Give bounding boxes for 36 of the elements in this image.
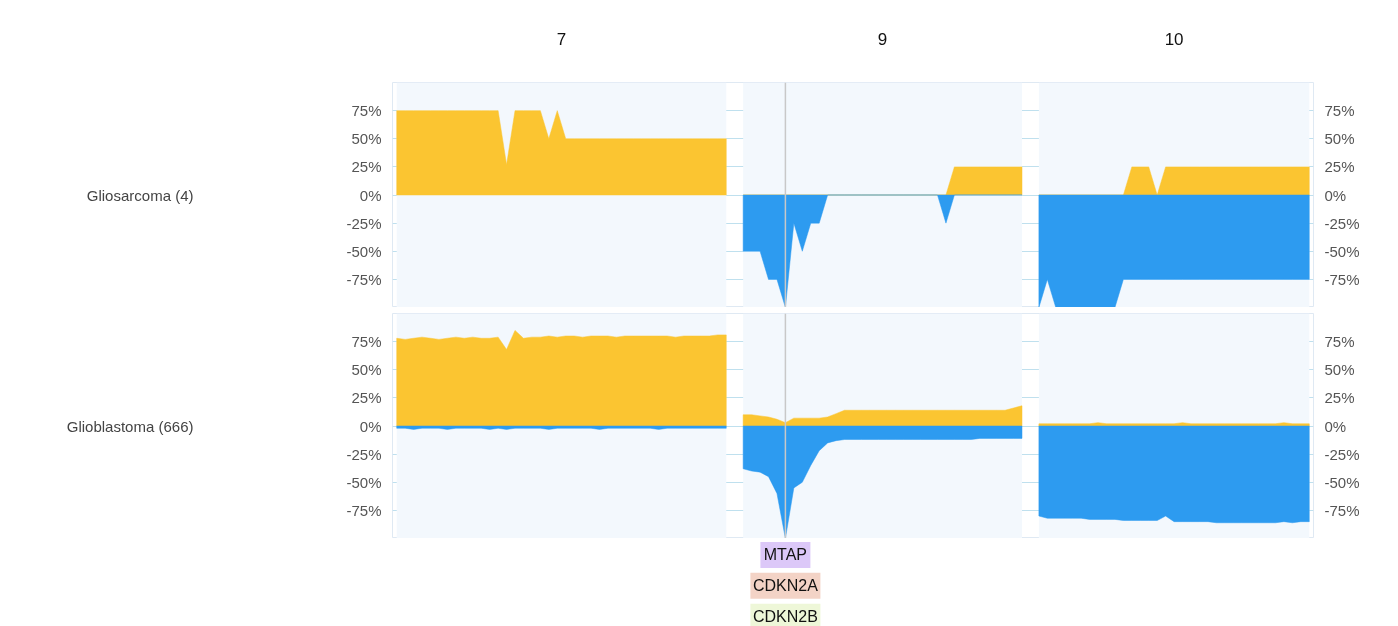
y-tick-label: 75%: [351, 333, 382, 351]
y2-tick-label: 75%: [1324, 102, 1355, 120]
y-tick-label: 25%: [351, 389, 382, 407]
y-tick-label: 75%: [351, 102, 382, 120]
y-tick-label: 25%: [351, 158, 382, 176]
text: MTAP: [763, 546, 808, 564]
y2-tick-label: -75%: [1324, 501, 1360, 519]
y-tick-label: 50%: [351, 361, 382, 379]
y-tick-label: 50%: [351, 130, 382, 148]
y-tick-label: -50%: [346, 242, 382, 260]
y-axis-title: Glioblastoma (666): [66, 417, 194, 435]
y-axis-title: Gliosarcoma (4): [86, 186, 194, 204]
y-tick-label: -25%: [346, 214, 382, 232]
y-tick-label: 0%: [359, 186, 382, 204]
y2-tick-label: 50%: [1324, 361, 1355, 379]
y2-tick-label: -25%: [1324, 445, 1360, 463]
text: 7: [556, 29, 567, 49]
y2-tick-label: -50%: [1324, 473, 1360, 491]
text: CDKN2A: [752, 577, 819, 595]
y2-tick-label: 75%: [1324, 333, 1355, 351]
y-tick-label: -75%: [346, 501, 382, 519]
y2-tick-label: 25%: [1324, 389, 1355, 407]
y2-tick-label: 50%: [1324, 130, 1355, 148]
y-tick-label: -75%: [346, 270, 382, 288]
y2-tick-label: 0%: [1324, 186, 1347, 204]
y2-tick-label: 25%: [1324, 158, 1355, 176]
y2-tick-label: 0%: [1324, 417, 1347, 435]
text: 9: [877, 29, 888, 49]
y2-tick-label: -50%: [1324, 242, 1360, 260]
y-tick-label: -25%: [346, 445, 382, 463]
text: CDKN2B: [752, 608, 818, 626]
text: 10: [1164, 29, 1184, 49]
y-tick-label: 0%: [359, 417, 382, 435]
y2-tick-label: -25%: [1324, 214, 1360, 232]
y-tick-label: -50%: [346, 473, 382, 491]
y2-tick-label: -75%: [1324, 270, 1360, 288]
